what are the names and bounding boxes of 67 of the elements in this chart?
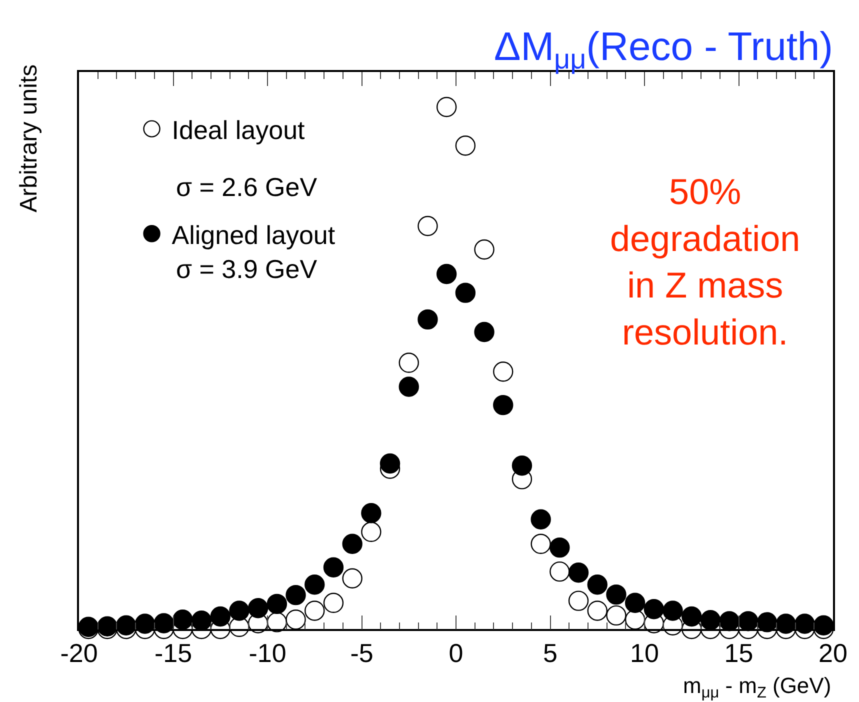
point [323, 592, 344, 613]
point [568, 590, 589, 611]
point [474, 239, 494, 260]
point [266, 594, 288, 614]
point [455, 136, 476, 156]
point [624, 610, 646, 630]
annotation: σ = 3.9 GeV [176, 254, 318, 284]
point [266, 612, 288, 632]
point [304, 574, 325, 595]
y-axis-title: Arbitrary units [16, 64, 43, 212]
point [550, 561, 570, 582]
point [738, 611, 758, 632]
point [587, 600, 608, 621]
point [682, 606, 702, 627]
point [662, 600, 683, 621]
x-tick-label: 10 [630, 638, 659, 668]
point [229, 600, 250, 621]
point [700, 610, 721, 630]
point [229, 616, 250, 637]
point [418, 216, 438, 236]
point [436, 96, 457, 118]
point [719, 611, 740, 632]
point [380, 453, 400, 474]
point [361, 503, 382, 524]
x-tick-label: 5 [543, 638, 558, 668]
point [606, 584, 626, 605]
point [587, 574, 608, 595]
point [398, 376, 419, 397]
point [323, 557, 344, 578]
point [474, 322, 494, 342]
x-axis-title: m$_{μμ}$ - m$_{Z}$ (GeV) [683, 673, 832, 702]
point [624, 592, 646, 613]
x-tick-label: -20 [60, 638, 98, 668]
point [644, 599, 664, 620]
point [286, 584, 306, 606]
point [342, 534, 362, 554]
point [568, 562, 589, 583]
point [172, 610, 193, 630]
annotation: 50% degradation in Z mass resolution. [610, 171, 800, 352]
annotation: σ = 2.6 GeV [176, 172, 318, 202]
chart-title: ΔM$_{μμ}$(Reco - Truth) [494, 25, 833, 74]
point [436, 264, 457, 284]
point [342, 568, 362, 588]
point [361, 522, 382, 542]
point [418, 309, 438, 330]
point [606, 605, 626, 626]
point [493, 362, 514, 382]
legend-label: Aligned layout [172, 220, 336, 250]
point [398, 352, 419, 373]
x-tick-label: -5 [350, 638, 374, 668]
x-tick-label: 0 [448, 638, 464, 668]
point [210, 606, 230, 627]
point [248, 598, 268, 618]
legend-label: Ideal layout [172, 114, 306, 145]
point [286, 610, 306, 630]
point [191, 610, 212, 631]
point [550, 537, 570, 558]
point [455, 282, 476, 303]
point [304, 600, 325, 621]
point [530, 534, 551, 554]
x-tick-label: -15 [154, 638, 192, 668]
x-tick-label: -10 [248, 638, 286, 668]
point [512, 456, 532, 476]
x-tick-label: 20 [818, 638, 848, 668]
point [493, 394, 514, 416]
x-tick-label: 15 [724, 638, 754, 668]
point [530, 509, 551, 530]
